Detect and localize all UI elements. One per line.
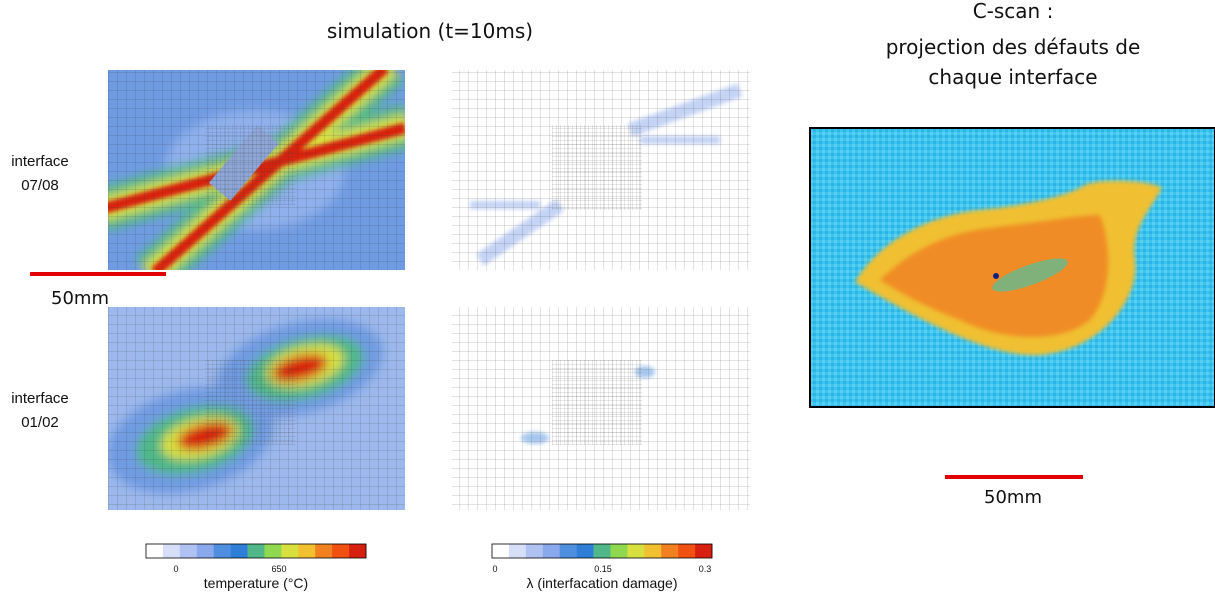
colorbar-cell	[349, 544, 366, 558]
damage-map	[452, 70, 750, 270]
colorbar	[146, 544, 366, 558]
colorbar-cell	[695, 544, 712, 558]
temperature-map	[100, 65, 410, 275]
colorbar-tick: 0	[173, 564, 178, 574]
colorbar-cell	[214, 544, 231, 558]
colorbar-cell	[526, 544, 543, 558]
colorbar-tick: 0.3	[699, 564, 712, 574]
colorbar-cell	[163, 544, 180, 558]
colorbar-cell	[231, 544, 248, 558]
damage-map	[452, 307, 750, 510]
temperature-map	[95, 303, 405, 511]
colorbar-cell	[281, 544, 298, 558]
cscan-title: C-scan :	[973, 0, 1054, 23]
colorbar-cell	[298, 544, 315, 558]
title: simulation (t=10ms)	[327, 19, 533, 43]
row-label: 01/02	[21, 414, 59, 431]
cscan-image	[810, 128, 1215, 407]
colorbar-cell	[146, 544, 163, 558]
colorbar-cell	[560, 544, 577, 558]
colorbar-cell	[644, 544, 661, 558]
colorbar-cell	[678, 544, 695, 558]
colorbar-cell	[248, 544, 265, 558]
colorbar-cell	[577, 544, 594, 558]
cscan-title: chaque interface	[928, 65, 1097, 89]
scale-label: 50mm	[984, 487, 1042, 508]
cscan-title: projection des défauts de	[886, 35, 1141, 59]
row-label: 07/08	[21, 177, 59, 194]
scale-label: 50mm	[51, 288, 109, 309]
colorbar-tick: 0	[492, 564, 497, 574]
colorbar-cell	[610, 544, 627, 558]
colorbar-cell	[197, 544, 214, 558]
colorbar-cell	[509, 544, 526, 558]
colorbar	[492, 544, 712, 558]
colorbar-cell	[594, 544, 611, 558]
colorbar-label: λ (interfacation damage)	[527, 575, 678, 591]
colorbar-cell	[661, 544, 678, 558]
row-label: interface	[11, 153, 69, 170]
colorbar-tick: 650	[271, 564, 286, 574]
colorbar-cell	[627, 544, 644, 558]
row-label: interface	[11, 390, 69, 407]
colorbar-cell	[492, 544, 509, 558]
colorbar-cell	[180, 544, 197, 558]
colorbar-cell	[315, 544, 332, 558]
colorbar-label: temperature (°C)	[204, 575, 308, 591]
colorbar-cell	[264, 544, 281, 558]
colorbar-cell	[543, 544, 560, 558]
colorbar-tick: 0.15	[594, 564, 612, 574]
figure: simulation (t=10ms) C-scan : projection …	[0, 0, 1215, 596]
colorbar-cell	[332, 544, 349, 558]
